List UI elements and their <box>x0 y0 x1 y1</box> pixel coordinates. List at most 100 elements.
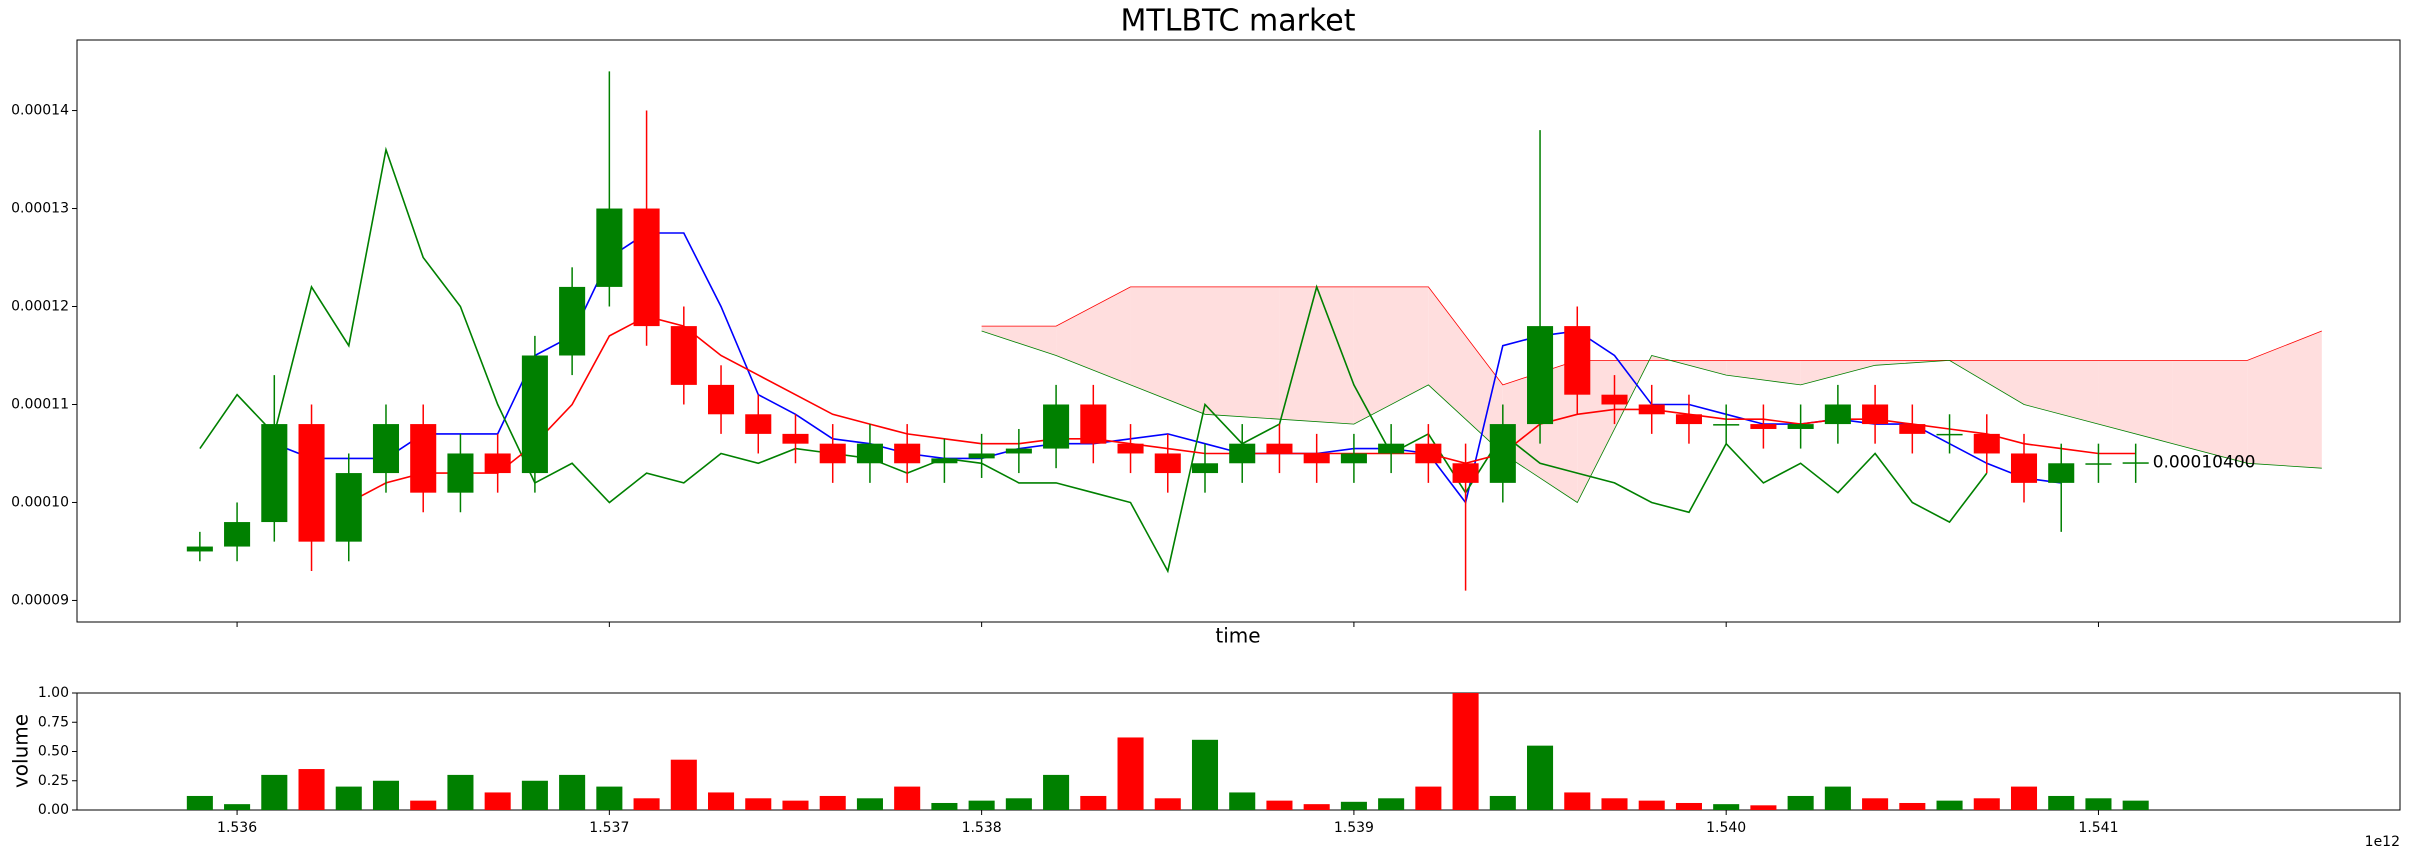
candle-body <box>2010 453 2038 483</box>
cloud-fill <box>2172 360 2248 464</box>
volume-y-tick-label: 0.25 <box>38 773 69 789</box>
candle-body <box>782 433 809 444</box>
candle-body <box>1117 443 1144 454</box>
candle-body <box>372 424 400 474</box>
candle-body <box>1191 463 1219 474</box>
volume-bar <box>670 759 697 810</box>
volume-y-tick-label: 1.00 <box>38 685 69 701</box>
volume-y-tick-label: 0.00 <box>38 802 69 818</box>
volume-bar <box>1489 795 1516 810</box>
volume-bar <box>633 798 660 810</box>
x-tick-label: 1.541 <box>2078 820 2118 836</box>
volume-bar <box>224 804 251 810</box>
volume-bar <box>484 792 511 810</box>
candle-body <box>2048 463 2075 483</box>
cloud-span-a <box>981 286 2322 386</box>
candle-body <box>745 414 772 434</box>
x-tick-label: 1.536 <box>217 820 257 836</box>
candle-body <box>1675 414 1702 425</box>
volume-y-tick-label: 0.50 <box>38 744 69 760</box>
volume-bar <box>1601 798 1628 810</box>
candle-body <box>1489 424 1516 483</box>
volume-bar <box>1787 795 1814 810</box>
candle-body <box>1452 463 1479 483</box>
candle-body <box>298 424 325 542</box>
volume-bar <box>1378 798 1405 810</box>
x-tick-label: 1.540 <box>1706 820 1746 836</box>
candle-body <box>894 443 921 464</box>
candle-body <box>1080 404 1107 444</box>
candle-body <box>1527 326 1554 425</box>
candle-body <box>1713 424 1740 426</box>
volume-axis-label: volume <box>9 714 33 788</box>
volume-bar <box>1415 786 1442 810</box>
volume-bar <box>1527 745 1554 810</box>
volume-bar <box>1564 792 1591 810</box>
volume-bar <box>261 774 288 810</box>
y-tick-label: 0.00014 <box>11 103 69 119</box>
volume-bar <box>1899 802 1926 810</box>
volume-bar <box>521 780 548 810</box>
volume-bar <box>335 786 362 810</box>
x-axis-label: time <box>1215 624 1260 648</box>
cloud-fill <box>2098 360 2173 444</box>
candle-body <box>1750 424 1777 429</box>
candle-body <box>819 443 846 464</box>
candle-body <box>968 453 995 459</box>
volume-bar <box>1080 795 1107 810</box>
y-tick-label: 0.00009 <box>11 592 69 608</box>
main-axes-frame <box>76 39 2401 623</box>
volume-bar <box>447 774 474 810</box>
candle-body <box>1787 424 1814 429</box>
x-tick-label: 1.539 <box>1334 820 1374 836</box>
last-price-annotation: 0.00010400 <box>2153 452 2256 472</box>
chart-title: MTLBTC market <box>1120 4 1355 39</box>
volume-bar <box>708 792 735 810</box>
candle-body <box>410 424 437 493</box>
candle-body <box>1899 424 1926 434</box>
cloud-fill <box>1800 360 1876 385</box>
candle-body <box>1005 448 1032 454</box>
volume-bar <box>856 798 883 810</box>
y-tick-label: 0.00010 <box>11 494 69 510</box>
candle-body <box>1638 404 1665 415</box>
volume-bar <box>819 795 846 810</box>
candle-body <box>1229 443 1256 464</box>
volume-bar <box>2048 795 2075 810</box>
candle-body <box>1378 443 1405 454</box>
volume-bar <box>1973 798 2000 810</box>
candle-body <box>596 208 623 287</box>
cloud-fill <box>981 326 1057 356</box>
indicator-line <box>199 146 1988 574</box>
volume-bar <box>186 795 213 810</box>
cloud-fill <box>1726 360 1801 385</box>
candle-body <box>261 424 288 523</box>
volume-bar <box>1824 786 1851 810</box>
volume-bar <box>1266 800 1293 810</box>
volume-bar <box>1303 804 1330 810</box>
candle-body <box>1340 453 1367 464</box>
y-tick-label: 0.00012 <box>11 299 69 315</box>
volume-bar <box>1229 792 1256 810</box>
x-tick-label: 1.537 <box>589 820 629 836</box>
y-tick-label: 0.00011 <box>11 396 69 412</box>
candle-body <box>521 355 548 474</box>
candle-body <box>559 286 586 356</box>
volume-bar <box>1043 774 1070 810</box>
volume-bar <box>1191 739 1219 810</box>
candle-body <box>447 453 474 493</box>
cloud-fill <box>1428 286 1503 454</box>
cloud-fill <box>1279 286 1354 425</box>
volume-bar <box>596 786 623 810</box>
candle-body <box>224 522 251 547</box>
volume-y-tick-label: 0.75 <box>38 714 69 730</box>
candle-body <box>2085 463 2112 465</box>
candle-body <box>335 473 362 542</box>
candle-body <box>484 453 511 474</box>
cloud-fill <box>2024 360 2099 425</box>
volume-bar <box>1638 800 1665 810</box>
volume-bar <box>745 798 772 810</box>
candle-body <box>1824 404 1851 425</box>
